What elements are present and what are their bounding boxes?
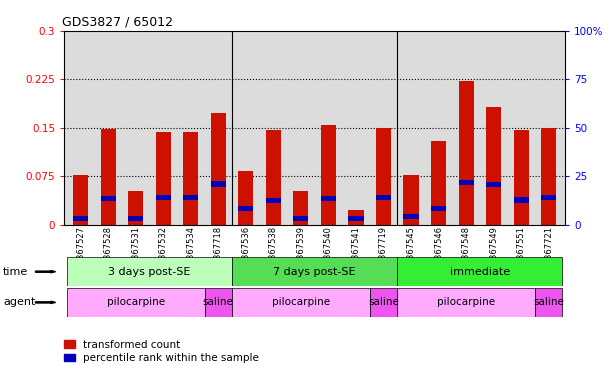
Bar — [67, 257, 232, 286]
Bar — [458, 180, 474, 185]
Bar — [403, 214, 419, 220]
Text: pilocarpine: pilocarpine — [107, 297, 165, 308]
Bar — [73, 175, 88, 225]
Bar — [205, 288, 232, 317]
Text: agent: agent — [3, 297, 35, 308]
Text: 7 days post-SE: 7 days post-SE — [273, 266, 356, 277]
Bar — [321, 125, 336, 225]
Bar — [376, 195, 391, 200]
Bar — [211, 181, 226, 187]
Bar — [397, 257, 562, 286]
Text: pilocarpine: pilocarpine — [272, 297, 330, 308]
Text: time: time — [3, 266, 28, 277]
Bar — [431, 206, 446, 211]
Bar — [458, 81, 474, 225]
Bar — [370, 288, 397, 317]
Bar — [156, 195, 171, 200]
Bar — [535, 288, 562, 317]
Bar — [403, 175, 419, 225]
Bar — [293, 191, 309, 225]
Bar — [486, 182, 501, 187]
Bar — [348, 210, 364, 225]
Text: immediate: immediate — [450, 266, 510, 277]
Bar — [128, 191, 144, 225]
Bar — [101, 129, 115, 225]
Legend: transformed count, percentile rank within the sample: transformed count, percentile rank withi… — [60, 336, 263, 367]
Bar — [67, 288, 205, 317]
Bar — [541, 127, 556, 225]
Bar — [183, 195, 199, 200]
Text: 3 days post-SE: 3 days post-SE — [108, 266, 191, 277]
Bar — [293, 215, 309, 221]
Bar — [266, 198, 281, 203]
Text: pilocarpine: pilocarpine — [437, 297, 495, 308]
Bar — [431, 141, 446, 225]
Bar — [514, 130, 529, 225]
Bar — [238, 206, 254, 211]
Bar — [541, 195, 556, 200]
Text: saline: saline — [533, 297, 564, 308]
Text: saline: saline — [203, 297, 234, 308]
Bar — [183, 132, 199, 225]
Bar — [397, 288, 535, 317]
Bar — [321, 196, 336, 201]
Bar — [73, 215, 88, 221]
Text: GDS3827 / 65012: GDS3827 / 65012 — [62, 15, 173, 28]
Bar — [376, 128, 391, 225]
Text: saline: saline — [368, 297, 399, 308]
Bar — [348, 215, 364, 221]
Bar — [232, 257, 397, 286]
Bar — [514, 197, 529, 203]
Bar — [211, 113, 226, 225]
Bar — [128, 215, 144, 221]
Bar — [232, 288, 370, 317]
Bar — [486, 107, 501, 225]
Bar — [266, 130, 281, 225]
Bar — [101, 196, 115, 201]
Bar — [156, 132, 171, 225]
Bar — [238, 171, 254, 225]
